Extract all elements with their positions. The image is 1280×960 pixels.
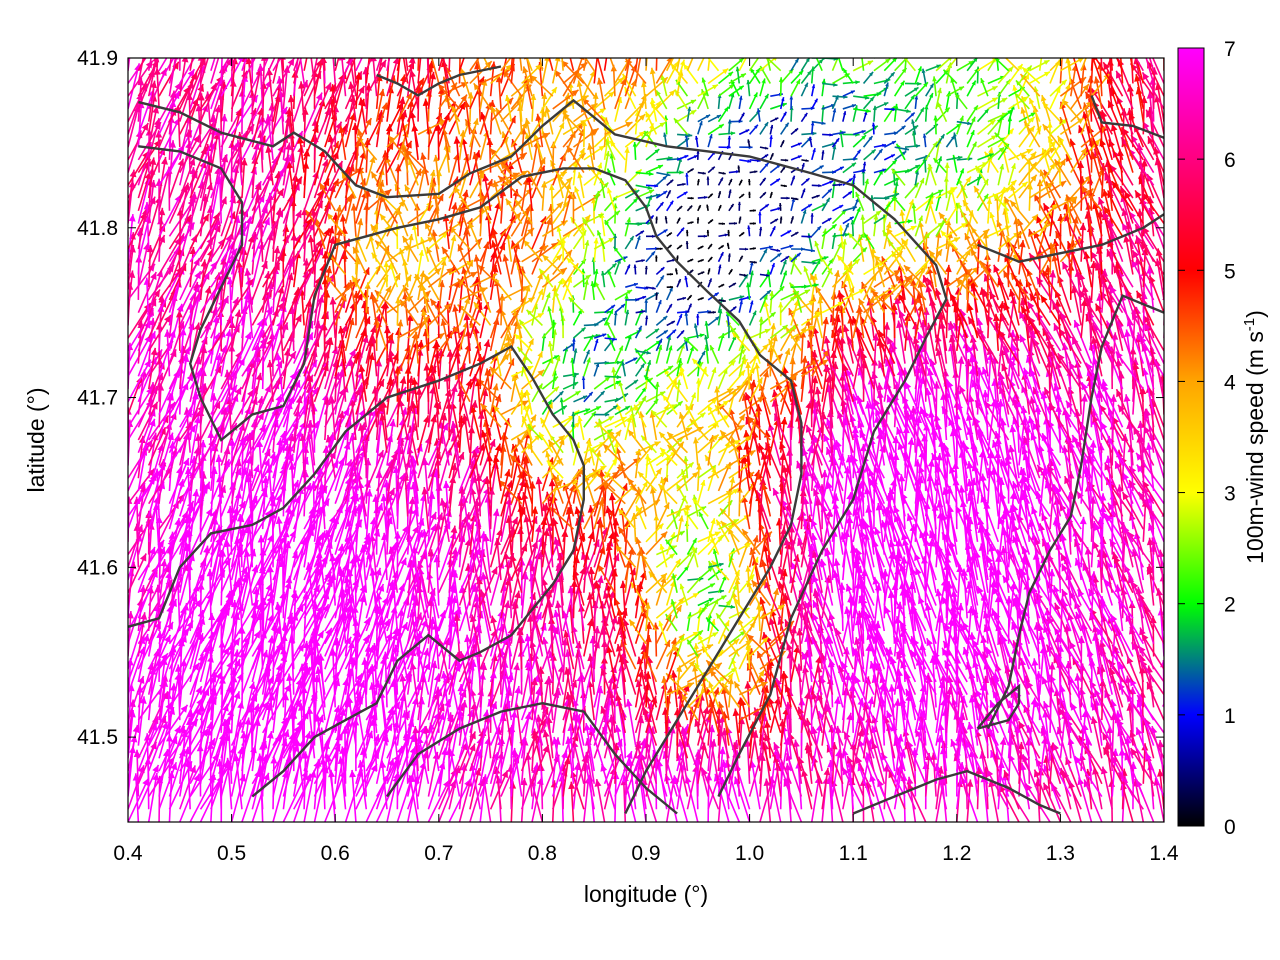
wind-vector: [158, 725, 182, 772]
wind-vector: [773, 742, 792, 785]
wind-vector: [821, 767, 831, 810]
wind-vector: [179, 765, 197, 810]
wind-vector: [531, 686, 543, 734]
wind-vector: [803, 718, 823, 759]
wind-vector: [1156, 769, 1164, 810]
wind-vector: [448, 742, 468, 785]
wind-vector: [324, 705, 341, 759]
wind-vector: [147, 721, 169, 772]
wind-vector: [681, 727, 699, 772]
wind-vector: [552, 736, 564, 784]
wind-vector: [614, 750, 633, 797]
wind-vector: [935, 735, 944, 784]
wind-vector: [583, 723, 595, 772]
wind-vector: [233, 753, 243, 810]
wind-vector: [715, 706, 723, 746]
wind-vector: [365, 723, 393, 772]
wind-vector: [1033, 769, 1051, 810]
wind-vector: [133, 749, 141, 797]
wind-vector: [1111, 755, 1134, 797]
wind-vector: [784, 763, 792, 810]
wind-vector: [893, 698, 901, 746]
wind-vector: [625, 699, 637, 746]
wind-vector: [349, 769, 357, 822]
wind-vector: [717, 746, 726, 797]
wind-vector: [261, 683, 292, 734]
wind-vector: [1090, 716, 1103, 759]
wind-vector: [1017, 720, 1041, 759]
wind-vector: [251, 772, 270, 822]
wind-vector: [1042, 782, 1062, 822]
wind-vector-layer: [128, 58, 1164, 822]
wind-vector: [143, 733, 151, 784]
wind-vector: [906, 776, 917, 822]
wind-vector: [732, 708, 741, 746]
wind-vector: [1017, 741, 1025, 784]
wind-vector: [1135, 727, 1155, 772]
wind-vector: [968, 695, 979, 746]
wind-vector: [797, 706, 813, 746]
wind-vector: [1052, 742, 1072, 785]
wind-vector: [158, 704, 189, 747]
wind-vector: [965, 740, 989, 785]
wind-vector: [1102, 747, 1124, 785]
wind-vector: [147, 690, 169, 734]
wind-vector: [966, 721, 979, 772]
wind-vector: [512, 749, 523, 797]
wind-vector: [220, 690, 241, 746]
wind-vector: [975, 766, 983, 810]
wind-vector: [147, 772, 160, 822]
wind-vector: [763, 778, 772, 822]
wind-vector: [458, 743, 476, 785]
wind-vector: [179, 746, 191, 797]
wind-vector: [241, 717, 252, 772]
wind-vector: [568, 781, 576, 822]
wind-vector: [997, 737, 1007, 784]
wind-vector: [448, 765, 461, 810]
wind-vector: [344, 680, 365, 734]
wind-vector: [294, 738, 305, 797]
wind-vector: [846, 755, 865, 797]
wind-vector: [950, 738, 968, 785]
wind-vector: [1100, 766, 1113, 810]
wind-vector: [314, 714, 326, 772]
wind-vector: [831, 696, 841, 746]
wind-vector: [842, 712, 854, 759]
wind-vector: [1043, 700, 1062, 746]
wind-vector: [137, 696, 147, 746]
wind-vector: [998, 784, 1020, 822]
wind-vector: [158, 761, 178, 810]
wind-vector: [261, 730, 274, 784]
wind-vector: [128, 777, 150, 822]
wind-vector: [179, 685, 203, 734]
wind-vector: [1070, 702, 1093, 746]
wind-vector: [1062, 770, 1082, 810]
wind-vector: [697, 706, 710, 746]
wind-vector: [1074, 755, 1103, 797]
wind-vector: [542, 729, 554, 772]
wind-vector: [241, 681, 256, 734]
wind-vector: [458, 699, 468, 746]
wind-vector: [805, 745, 823, 785]
wind-vector: [594, 778, 606, 822]
wind-vector: [412, 725, 420, 772]
wind-vector: [966, 779, 974, 822]
wind-vector: [1104, 742, 1113, 784]
wind-vector: [427, 779, 451, 822]
wind-vector: [220, 718, 228, 772]
wind-vector: [1040, 728, 1062, 772]
wind-vector: [841, 767, 865, 810]
wind-vector: [386, 771, 401, 822]
